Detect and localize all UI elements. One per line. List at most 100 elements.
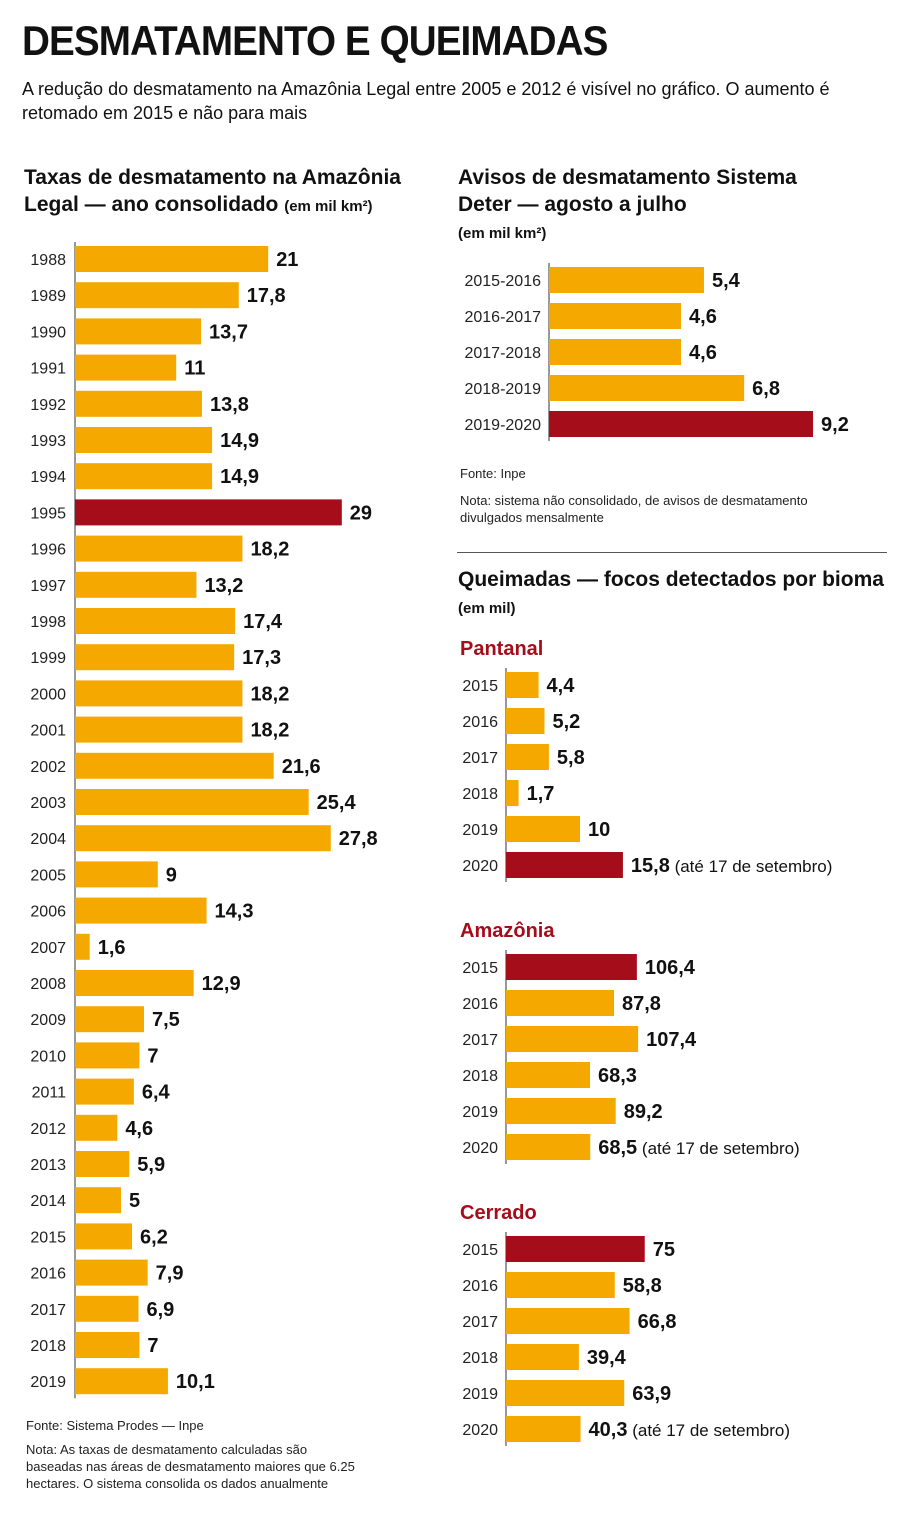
- deter-category-2017-2018: 2017-2018: [464, 345, 541, 362]
- prodes-value-label-2003: 25,4: [317, 792, 357, 814]
- cerrado-heading: Cerrado: [460, 1202, 537, 1224]
- deter-value-label-2018-2019: 6,8: [752, 378, 780, 400]
- pantanal-bar-2017: [506, 744, 549, 770]
- queimadas-chart-title: Queimadas — focos detectados por bioma (…: [458, 566, 898, 622]
- prodes-category-2013: 2013: [30, 1157, 66, 1174]
- prodes-bar-1991: [75, 354, 177, 381]
- prodes-value-label-2010: 7: [147, 1045, 158, 1067]
- prodes-category-2017: 2017: [30, 1302, 66, 1319]
- deter-value-label-2015-2016: 5,4: [712, 270, 741, 292]
- deter-value-label-2017-2018: 4,6: [689, 342, 717, 364]
- prodes-bar-1992: [75, 390, 202, 417]
- prodes-value-label-1990: 13,7: [209, 321, 248, 343]
- prodes-value-label-2019: 10,1: [176, 1371, 215, 1393]
- cerrado-category-2016: 2016: [462, 1278, 498, 1295]
- prodes-category-1996: 1996: [30, 542, 66, 559]
- prodes-bar-2019: [75, 1368, 168, 1395]
- prodes-category-1993: 1993: [30, 433, 66, 450]
- prodes-bar-1996: [75, 535, 243, 562]
- cerrado-bar-2020: [506, 1416, 581, 1442]
- prodes-bar-1999: [75, 644, 235, 671]
- prodes-category-2002: 2002: [30, 759, 66, 776]
- prodes-source: Fonte: Sistema Prodes — Inpe: [26, 1418, 204, 1433]
- pantanal-category-2018: 2018: [462, 786, 498, 803]
- prodes-category-1989: 1989: [30, 288, 66, 305]
- prodes-value-label-1988: 21: [276, 249, 298, 271]
- pantanal-bar-2016: [506, 708, 545, 734]
- prodes-value-label-2011: 6,4: [142, 1082, 171, 1104]
- deter-category-2018-2019: 2018-2019: [464, 381, 541, 398]
- prodes-value-label-2013: 5,9: [137, 1154, 165, 1176]
- cerrado-category-2017: 2017: [462, 1314, 498, 1331]
- prodes-category-2015: 2015: [30, 1229, 66, 1246]
- prodes-value-label-1989: 17,8: [247, 285, 286, 307]
- deter-bar-2016-2017: [549, 303, 682, 329]
- prodes-value-label-1996: 18,2: [250, 539, 289, 561]
- prodes-value-label-2000: 18,2: [250, 683, 289, 705]
- amazonia-bar-2019: [506, 1098, 616, 1124]
- prodes-value-label-2018: 7: [147, 1335, 158, 1357]
- page-title: DESMATAMENTO E QUEIMADAS: [22, 17, 608, 64]
- deter-value-label-2019-2020: 9,2: [821, 414, 849, 436]
- pantanal-bar-2019: [506, 816, 580, 842]
- pantanal-value-label-2018: 1,7: [527, 783, 555, 805]
- prodes-value-label-1997: 13,2: [204, 575, 243, 597]
- prodes-value-label-2007: 1,6: [98, 937, 126, 959]
- pantanal-value-label-2019: 10: [588, 819, 610, 841]
- prodes-note: Nota: As taxas de desmatamento calculada…: [26, 1442, 355, 1491]
- prodes-bar-2002: [75, 752, 274, 779]
- prodes-value-label-2012: 4,6: [125, 1118, 153, 1140]
- prodes-value-label-2008: 12,9: [202, 973, 241, 995]
- prodes-category-1991: 1991: [30, 361, 66, 378]
- prodes-category-2009: 2009: [30, 1012, 66, 1029]
- prodes-category-2008: 2008: [30, 976, 66, 993]
- prodes-value-label-1992: 13,8: [210, 394, 249, 416]
- prodes-value-label-2017: 6,9: [146, 1299, 174, 1321]
- prodes-bar-2018: [75, 1332, 140, 1358]
- pantanal-bar-2015: [506, 672, 539, 698]
- prodes-category-2018: 2018: [30, 1338, 66, 1355]
- cerrado-value-label-2018: 39,4: [587, 1347, 627, 1369]
- prodes-bar-2014: [75, 1187, 121, 1214]
- section-divider: [457, 552, 887, 553]
- prodes-category-2001: 2001: [30, 723, 66, 740]
- amazonia-value-label-2017: 107,4: [646, 1029, 697, 1051]
- prodes-category-2003: 2003: [30, 795, 66, 812]
- prodes-bar-2017: [75, 1295, 139, 1322]
- prodes-category-1992: 1992: [30, 397, 66, 414]
- prodes-bar-1993: [75, 427, 213, 453]
- deter-note: Nota: sistema não consolidado, de avisos…: [460, 493, 808, 525]
- prodes-bar-1995: [75, 499, 342, 526]
- prodes-value-label-1991: 11: [184, 358, 205, 380]
- deter-bar-2019-2020: [549, 411, 814, 437]
- prodes-bar-2015: [75, 1223, 133, 1250]
- pantanal-bar-2018: [506, 780, 519, 806]
- prodes-value-label-2002: 21,6: [282, 756, 321, 778]
- page-subtitle: A redução do desmatamento na Amazônia Le…: [22, 79, 830, 123]
- deter-bar-2017-2018: [549, 339, 682, 365]
- cerrado-partial-note: (até 17 de setembro): [627, 1421, 790, 1440]
- prodes-category-2000: 2000: [30, 686, 66, 703]
- amazonia-value-label-2019: 89,2: [624, 1101, 663, 1123]
- queimadas-title-text: Queimadas — focos detectados por bioma: [458, 568, 884, 591]
- prodes-bar-2012: [75, 1114, 118, 1141]
- prodes-value-label-2001: 18,2: [250, 720, 289, 742]
- prodes-title-text: Taxas de desmatamento na Amazônia Legal …: [24, 166, 401, 216]
- pantanal-category-2020: 2020: [462, 858, 498, 875]
- pantanal-value-label-2020: 15,8 (até 17 de setembro): [631, 855, 832, 877]
- cerrado-category-2020: 2020: [462, 1422, 498, 1439]
- cerrado-value-label-2020: 40,3 (até 17 de setembro): [589, 1419, 790, 1441]
- pantanal-heading: Pantanal: [460, 638, 544, 660]
- prodes-category-2005: 2005: [30, 867, 66, 884]
- prodes-value-label-2009: 7,5: [152, 1009, 180, 1031]
- amazonia-value-label-2015: 106,4: [645, 957, 696, 979]
- prodes-bar-2009: [75, 1006, 144, 1033]
- prodes-category-1995: 1995: [30, 505, 66, 522]
- prodes-value-label-1994: 14,9: [220, 466, 259, 488]
- deter-chart-title: Avisos de desmatamento Sistema Deter — a…: [458, 164, 798, 247]
- amazonia-category-2018: 2018: [462, 1068, 498, 1085]
- prodes-category-1988: 1988: [30, 252, 66, 269]
- cerrado-category-2015: 2015: [462, 1242, 498, 1259]
- deter-category-2019-2020: 2019-2020: [464, 417, 541, 434]
- prodes-bar-2007: [75, 933, 90, 960]
